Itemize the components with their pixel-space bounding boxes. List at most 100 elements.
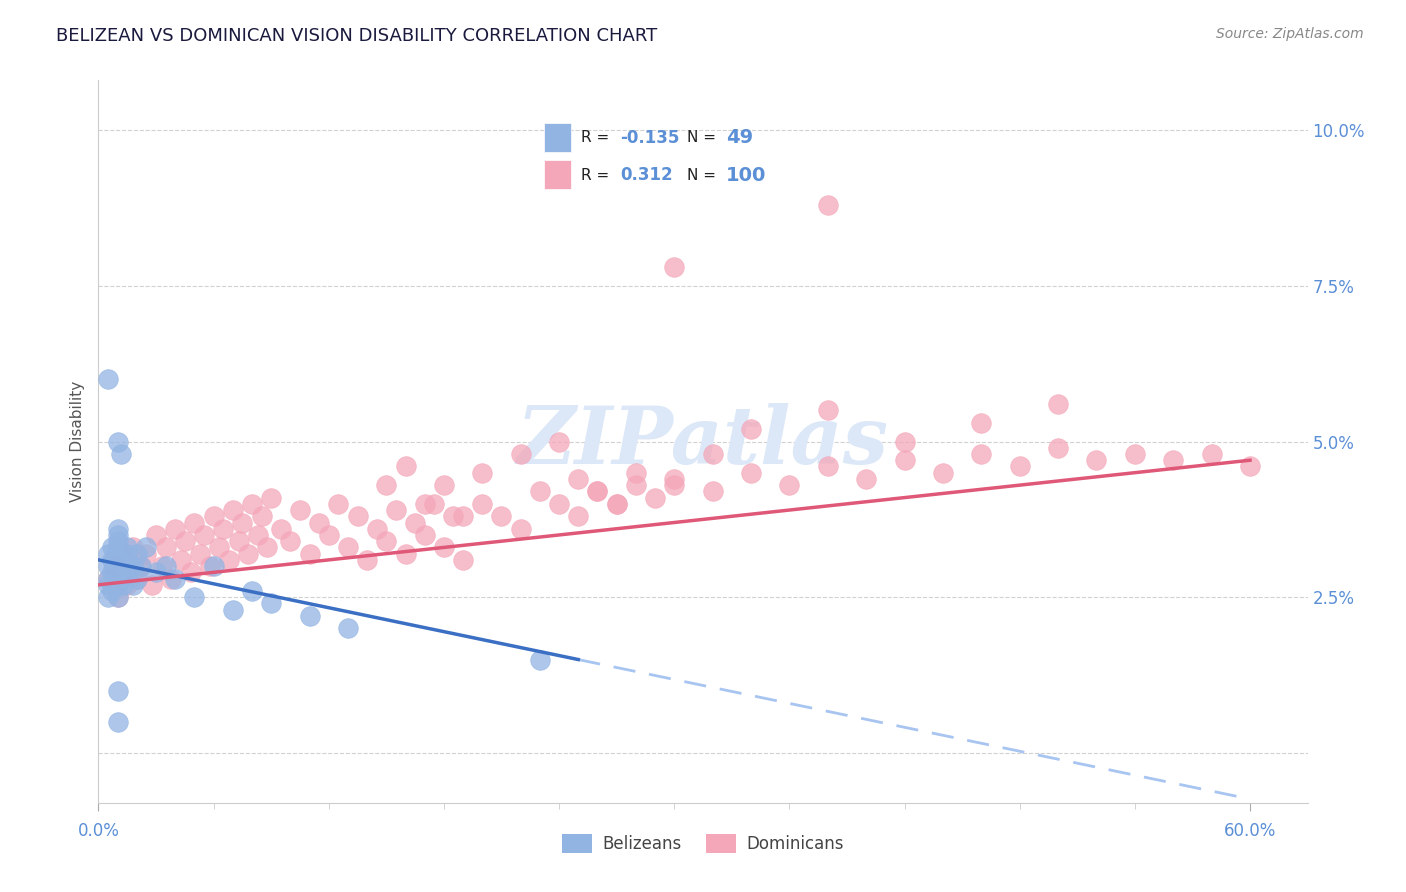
Point xyxy=(548,497,571,511)
Point xyxy=(107,566,129,580)
Point xyxy=(115,553,138,567)
Point xyxy=(107,528,129,542)
Point xyxy=(107,683,129,698)
Point xyxy=(107,591,129,605)
Point xyxy=(664,472,686,486)
Text: BELIZEAN VS DOMINICAN VISION DISABILITY CORRELATION CHART: BELIZEAN VS DOMINICAN VISION DISABILITY … xyxy=(56,27,658,45)
Point xyxy=(115,559,138,574)
Point xyxy=(586,484,609,499)
Point xyxy=(222,503,245,517)
Point xyxy=(173,534,195,549)
Point xyxy=(107,547,129,561)
Point xyxy=(107,541,129,555)
Point xyxy=(202,559,225,574)
Point xyxy=(107,714,129,729)
Point xyxy=(110,447,132,461)
Point xyxy=(433,541,456,555)
Point xyxy=(107,522,129,536)
Point xyxy=(451,509,474,524)
Point xyxy=(509,522,531,536)
Point xyxy=(165,572,187,586)
Point xyxy=(129,559,152,574)
Point xyxy=(1085,453,1108,467)
Point xyxy=(529,652,551,666)
Point xyxy=(188,547,211,561)
Point xyxy=(112,553,135,567)
Point xyxy=(740,422,762,436)
Point xyxy=(336,621,359,635)
Point xyxy=(115,547,138,561)
Point xyxy=(101,553,124,567)
Point xyxy=(280,534,302,549)
Point xyxy=(855,472,877,486)
Point xyxy=(260,491,283,505)
Point xyxy=(366,522,388,536)
Point xyxy=(529,484,551,499)
Point xyxy=(240,497,263,511)
Point xyxy=(356,553,378,567)
Point xyxy=(443,509,465,524)
FancyBboxPatch shape xyxy=(544,123,571,153)
Text: N =: N = xyxy=(686,130,716,145)
Point xyxy=(778,478,800,492)
Point xyxy=(817,403,839,417)
Point xyxy=(664,478,686,492)
Text: ZIPatlas: ZIPatlas xyxy=(517,403,889,480)
Text: 49: 49 xyxy=(725,128,754,147)
Y-axis label: Vision Disability: Vision Disability xyxy=(69,381,84,502)
Point xyxy=(231,516,253,530)
Point xyxy=(375,534,398,549)
Point xyxy=(491,509,513,524)
Point xyxy=(586,484,609,499)
Point xyxy=(125,572,148,586)
Point xyxy=(606,497,628,511)
Point xyxy=(1161,453,1184,467)
Point xyxy=(624,466,647,480)
Text: 100: 100 xyxy=(725,166,766,185)
Point xyxy=(97,572,120,586)
Point xyxy=(165,522,187,536)
Point xyxy=(228,534,250,549)
Point xyxy=(1123,447,1146,461)
Point xyxy=(702,484,724,499)
Point xyxy=(107,591,129,605)
Point xyxy=(308,516,330,530)
Point xyxy=(110,572,132,586)
Point xyxy=(606,497,628,511)
Point xyxy=(218,553,240,567)
Point xyxy=(198,559,221,574)
Point xyxy=(107,434,129,449)
Point xyxy=(155,541,177,555)
Point xyxy=(567,509,589,524)
Point xyxy=(423,497,446,511)
Point xyxy=(740,466,762,480)
Point xyxy=(1239,459,1261,474)
Point xyxy=(404,516,426,530)
Point xyxy=(413,528,436,542)
Point xyxy=(451,553,474,567)
Point xyxy=(122,559,145,574)
Text: -0.135: -0.135 xyxy=(620,128,679,147)
Point xyxy=(817,198,839,212)
Point xyxy=(104,572,127,586)
Point xyxy=(970,447,993,461)
Point xyxy=(101,566,124,580)
Point xyxy=(932,466,955,480)
Point xyxy=(145,566,167,580)
Point xyxy=(664,260,686,274)
Point xyxy=(97,572,120,586)
Point xyxy=(115,566,138,580)
Point xyxy=(298,609,321,624)
Point xyxy=(122,541,145,555)
Point xyxy=(222,603,245,617)
Point xyxy=(385,503,408,517)
Point xyxy=(145,528,167,542)
Point xyxy=(110,547,132,561)
Point xyxy=(413,497,436,511)
Point xyxy=(893,434,915,449)
Point xyxy=(107,578,129,592)
Point xyxy=(107,553,129,567)
Point xyxy=(817,459,839,474)
Point xyxy=(509,447,531,461)
Point xyxy=(112,578,135,592)
